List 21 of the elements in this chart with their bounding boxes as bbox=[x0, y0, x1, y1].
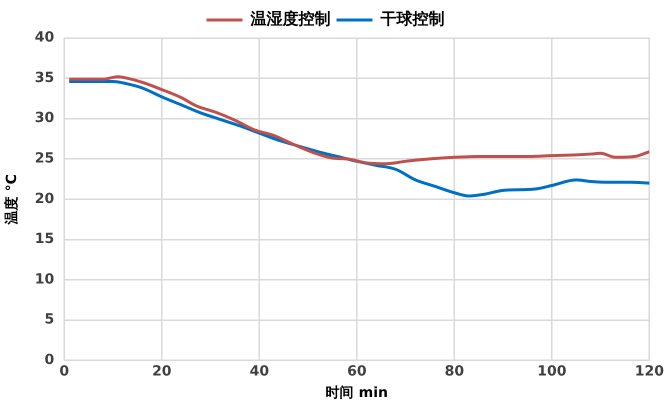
x-tick-label: 20 bbox=[152, 363, 172, 380]
y-tick-label: 0 bbox=[44, 352, 55, 368]
line-series bbox=[68, 75, 650, 166]
y-tick-label: 20 bbox=[34, 190, 55, 207]
y-tick-label: 35 bbox=[34, 70, 54, 86]
y-axis-title: 温度 °C bbox=[3, 174, 20, 226]
y-tick-label: 10 bbox=[34, 271, 55, 288]
y-tick-label: 5 bbox=[44, 312, 54, 328]
x-tick-label: 80 bbox=[444, 363, 464, 380]
x-tick-label: 40 bbox=[250, 363, 270, 380]
y-tick-label: 40 bbox=[34, 30, 55, 46]
legend-label: 温湿度控制 bbox=[250, 9, 330, 28]
x-tick-label: 120 bbox=[634, 363, 664, 380]
y-tick-label: 30 bbox=[34, 110, 55, 126]
x-tick-label: 60 bbox=[347, 363, 367, 380]
legend-label: 干球控制 bbox=[380, 9, 444, 28]
y-tick-label: 15 bbox=[34, 231, 54, 248]
y-tick-label: 25 bbox=[34, 150, 54, 167]
x-axis-title: 时间 min bbox=[326, 385, 388, 402]
x-tick-label: 100 bbox=[537, 363, 567, 380]
x-tick-label: 0 bbox=[59, 363, 70, 380]
